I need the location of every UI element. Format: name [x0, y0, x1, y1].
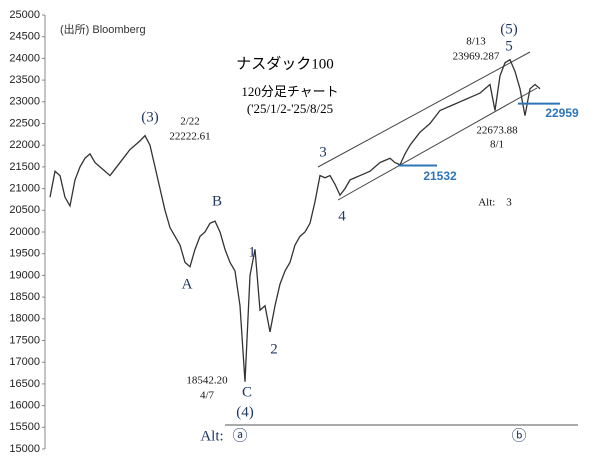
annotation: C	[242, 384, 252, 400]
annotation: (5)	[500, 21, 518, 37]
y-tick-label: 22500	[9, 117, 40, 129]
annotation: 18542.20	[186, 375, 228, 387]
y-tick-label: 17500	[9, 334, 40, 346]
y-tick-label: 19500	[9, 248, 40, 260]
y-tick-label: 24500	[9, 31, 40, 43]
y-tick-label: 23500	[9, 74, 40, 86]
annotation: 22673.88	[476, 125, 518, 137]
annotation: 3	[319, 144, 327, 160]
annotation: (4)	[236, 404, 254, 420]
y-tick-label: 19000	[9, 269, 40, 281]
y-tick-label: 15500	[9, 421, 40, 433]
annotation: Alt:	[200, 428, 223, 444]
annotation: 23969.287	[453, 51, 500, 63]
channel-line	[317, 51, 531, 168]
source: (出所) Bloomberg	[60, 22, 146, 36]
annotation: Alt: 3	[478, 197, 512, 209]
annotation: 1	[248, 244, 256, 260]
y-tick-label: 20500	[9, 204, 40, 216]
annotation: 22222.61	[169, 131, 210, 143]
level-label: 21532	[423, 169, 457, 183]
annotation: 5	[505, 38, 513, 54]
y-tick-label: 15000	[9, 443, 40, 455]
period: ('25/1/2-'25/8/25	[247, 101, 333, 116]
y-tick-label: 22000	[9, 139, 40, 151]
y-tick-label: 18000	[9, 313, 40, 325]
price-line	[49, 58, 541, 382]
y-tick-label: 16500	[9, 378, 40, 390]
channel-line	[337, 87, 538, 201]
y-tick-label: 17000	[9, 356, 40, 368]
annotation: 4/7	[200, 390, 215, 402]
y-tick-label: 21000	[9, 183, 40, 195]
y-tick-label: 20000	[9, 226, 40, 238]
annotation: 8/13	[466, 36, 486, 48]
annotation: B	[212, 193, 222, 209]
y-tick-label: 25000	[9, 9, 40, 21]
annotation: 2/22	[180, 116, 200, 128]
chart-subtitle: 120分足チャート	[241, 84, 338, 99]
y-tick-label: 23000	[9, 96, 40, 108]
annotation: ⓑ	[511, 427, 526, 444]
level-label: 22959	[545, 106, 579, 120]
y-tick-label: 24000	[9, 52, 40, 64]
y-tick-label: 16000	[9, 400, 40, 412]
y-tick-label: 21500	[9, 161, 40, 173]
annotation: A	[182, 276, 193, 292]
y-tick-label: 18500	[9, 291, 40, 303]
annotation: 8/1	[490, 139, 504, 151]
chart-title: ナスダック100	[236, 55, 334, 72]
annotation: (3)	[141, 109, 159, 125]
annotation: 4	[338, 208, 346, 224]
annotation: 2	[270, 341, 278, 357]
annotation: ⓐ	[232, 427, 247, 444]
